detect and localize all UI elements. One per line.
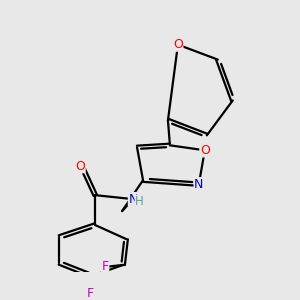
Text: N: N	[194, 178, 203, 191]
Text: O: O	[173, 38, 183, 51]
Text: N: N	[128, 193, 138, 206]
Text: F: F	[102, 260, 109, 273]
Text: H: H	[135, 195, 144, 208]
Text: O: O	[75, 160, 85, 173]
Text: F: F	[87, 287, 94, 300]
Text: O: O	[200, 144, 210, 157]
